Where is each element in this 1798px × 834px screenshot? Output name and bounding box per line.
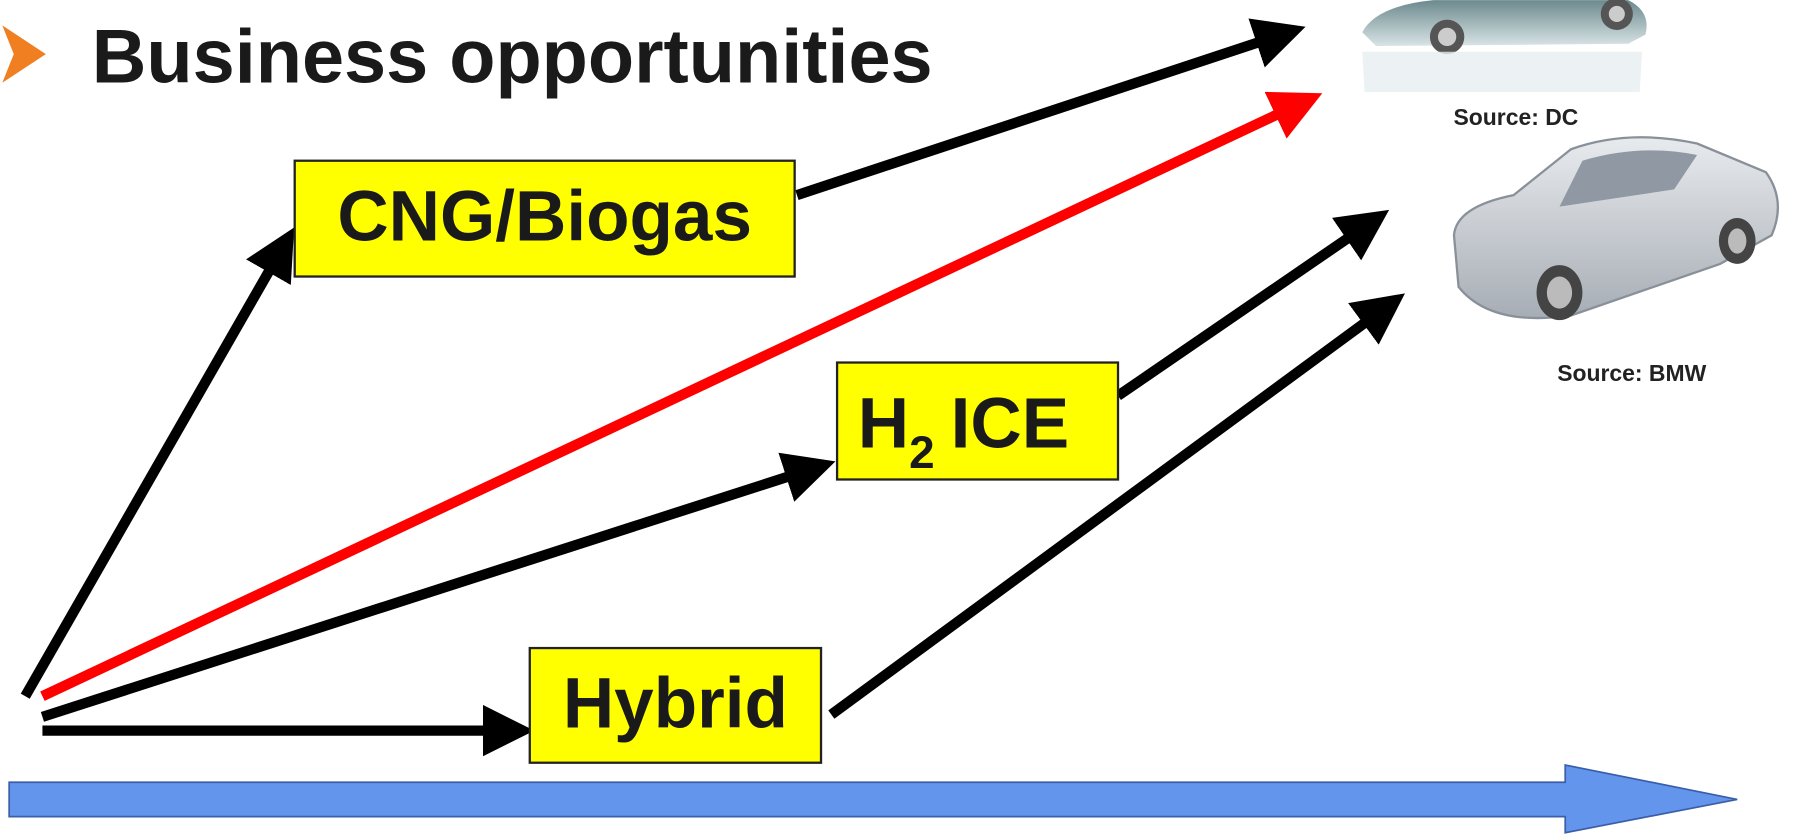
- image-caption: Source: DC: [1454, 104, 1579, 130]
- node-label: CNG/Biogas: [337, 177, 752, 256]
- node-label: Hybrid: [563, 665, 788, 744]
- image-caption: Source: BMW: [1557, 360, 1706, 386]
- node-label-main: H: [858, 384, 909, 463]
- car-image: [1454, 137, 1778, 320]
- title-bullet: [2, 25, 46, 82]
- slide-title: Business opportunities: [92, 15, 933, 100]
- arrow: [25, 236, 289, 696]
- slide: Business opportunities CNG/Biogas H2ICE …: [0, 0, 1798, 834]
- page: {"header": {"title": "Business opportuni…: [0, 0, 1798, 834]
- arrow: [1118, 216, 1381, 396]
- arrows: [25, 30, 1396, 731]
- node-label-rest: ICE: [951, 384, 1069, 463]
- car-image: [1362, 0, 1646, 92]
- node-label-sub: 2: [909, 426, 935, 478]
- timeline-arrow: [9, 765, 1737, 833]
